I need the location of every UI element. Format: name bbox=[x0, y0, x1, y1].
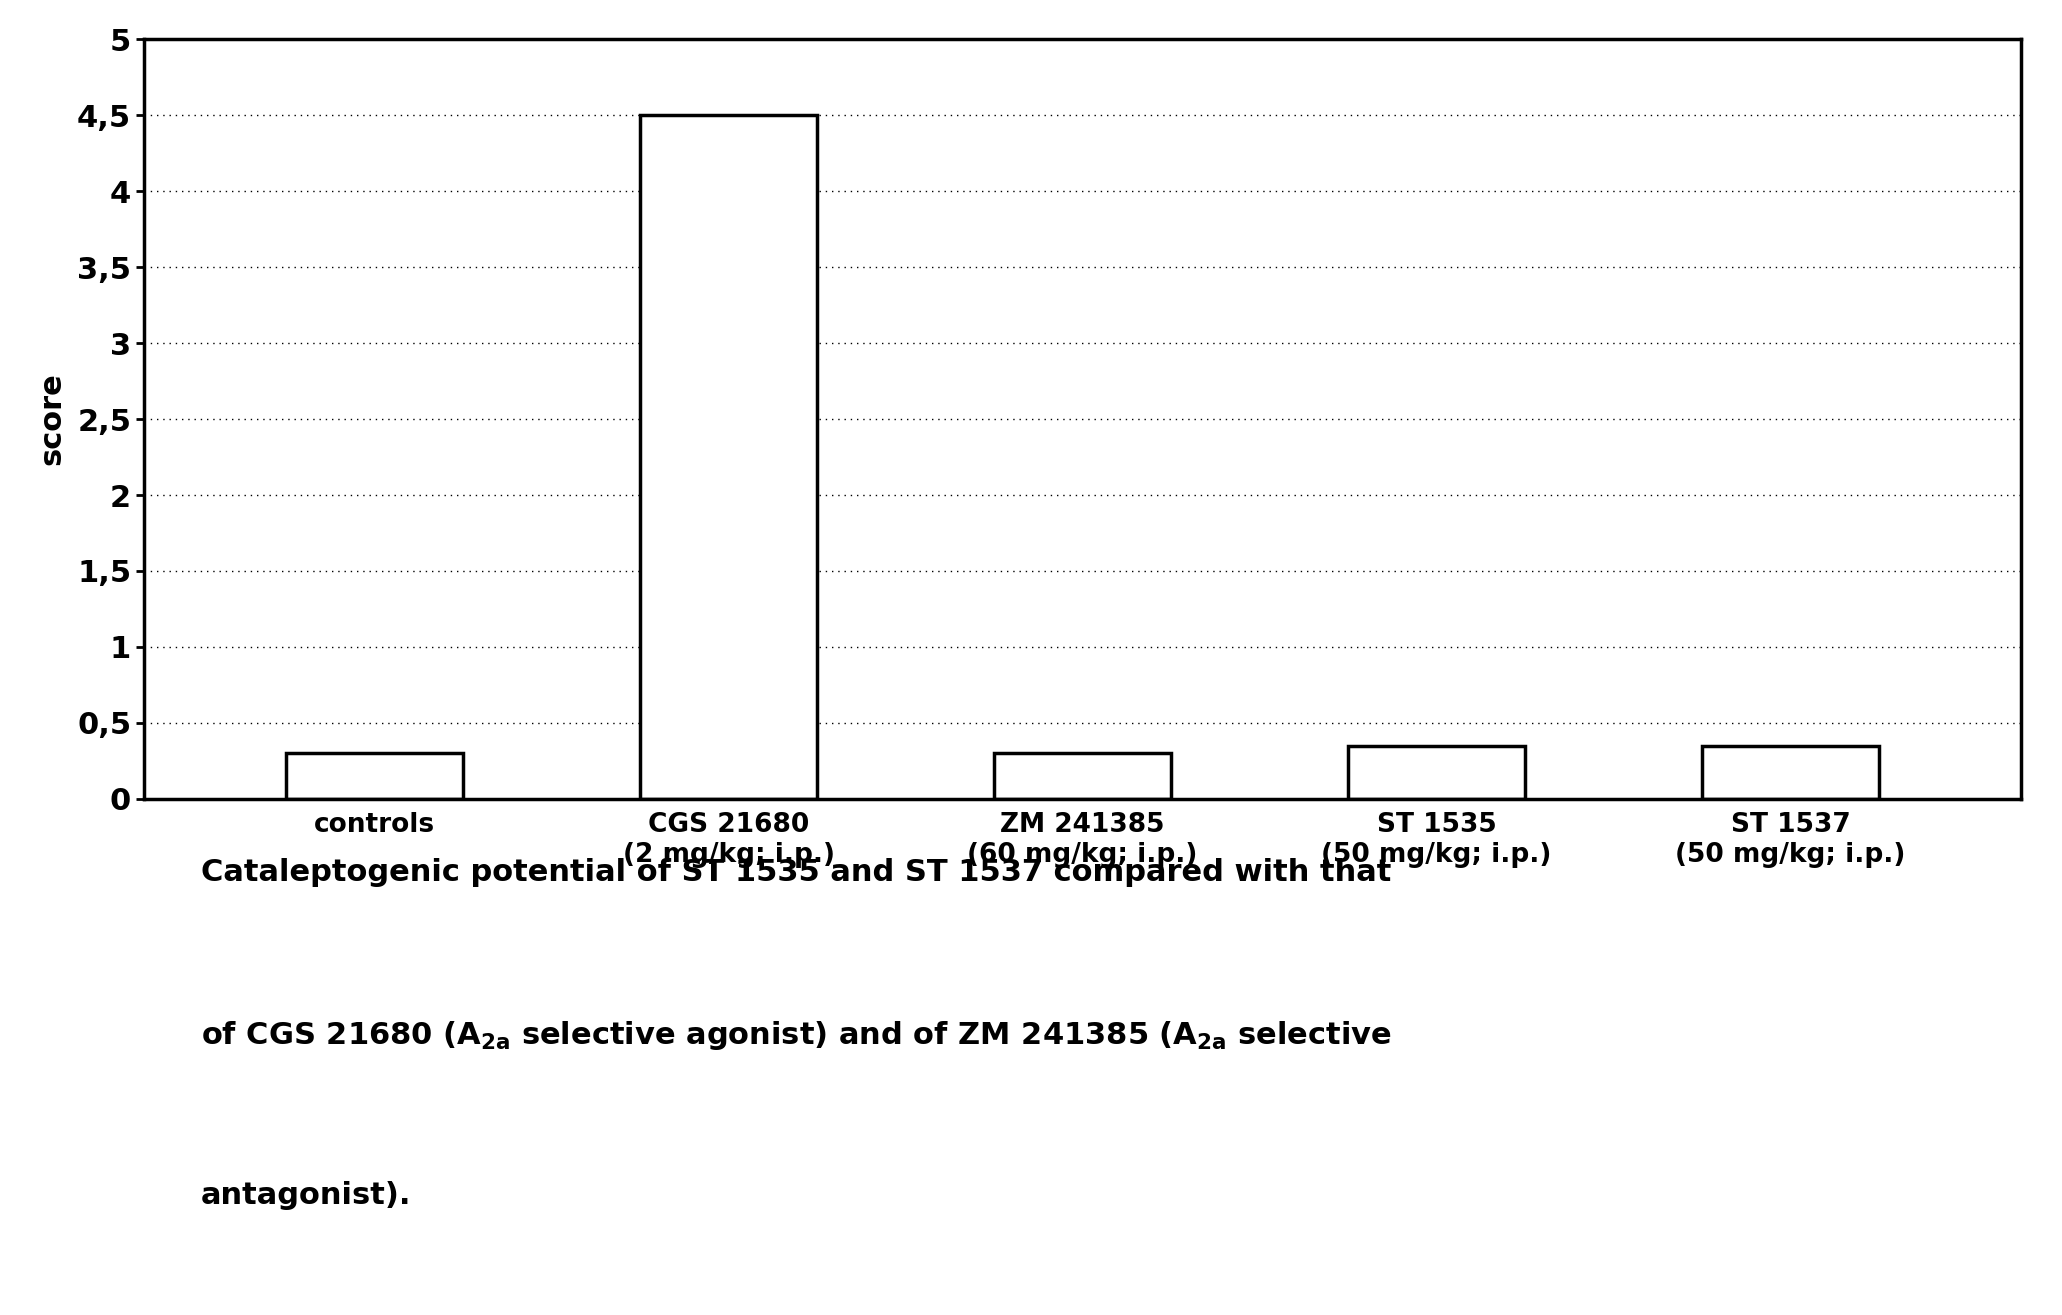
Bar bbox=[994, 753, 1171, 798]
Bar bbox=[1701, 746, 1878, 798]
Text: Cataleptogenic potential of ST 1535 and ST 1537 compared with that: Cataleptogenic potential of ST 1535 and … bbox=[200, 857, 1392, 886]
Bar bbox=[639, 116, 817, 798]
Bar bbox=[1349, 746, 1526, 798]
Y-axis label: score: score bbox=[37, 372, 66, 466]
Text: antagonist).: antagonist). bbox=[200, 1181, 410, 1210]
Text: of CGS 21680 ($\mathregular{A_{2a}}$ selective agonist) and of ZM 241385 ($\math: of CGS 21680 ($\mathregular{A_{2a}}$ sel… bbox=[200, 1019, 1392, 1052]
Bar bbox=[287, 753, 464, 798]
